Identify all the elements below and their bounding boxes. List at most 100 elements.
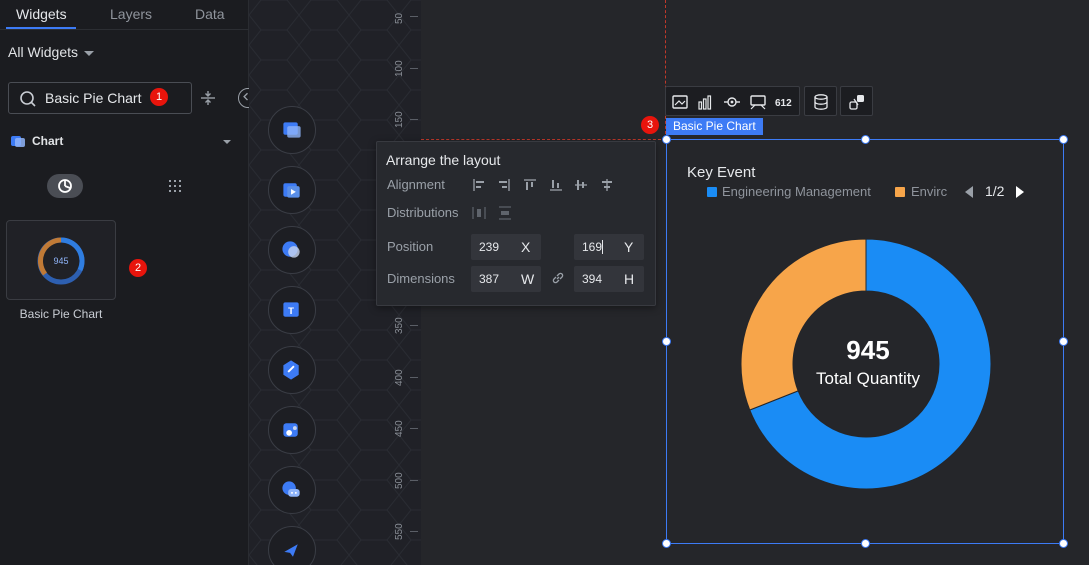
- category-chart[interactable]: Chart: [10, 133, 232, 151]
- pie-thumbnail: 945: [37, 237, 85, 285]
- ruler-label: 150: [394, 111, 405, 128]
- step-badge-1: 1: [150, 88, 168, 106]
- donut-center-value: 945: [846, 335, 890, 365]
- guide-line-horizontal: [421, 139, 666, 140]
- strip-widget-3[interactable]: [268, 226, 316, 274]
- distribute-horizontal-icon[interactable]: [472, 206, 486, 220]
- resize-handle-e[interactable]: [1059, 337, 1068, 346]
- pie-toggle-icon: [58, 179, 72, 193]
- ruler-label: 400: [394, 369, 405, 386]
- resize-handle-ne[interactable]: [1059, 135, 1068, 144]
- alignment-label: Alignment: [387, 177, 445, 192]
- width-unit: W: [521, 271, 535, 287]
- interaction-icon[interactable]: [848, 93, 866, 111]
- link-icon[interactable]: [551, 271, 565, 285]
- ruler-tick: [410, 428, 418, 429]
- align-center-icon[interactable]: [600, 178, 614, 192]
- strip-widget-6[interactable]: [268, 406, 316, 454]
- search-value: Basic Pie Chart: [45, 90, 142, 106]
- chat-widget-icon: [282, 481, 300, 497]
- align-top-icon[interactable]: [523, 178, 537, 192]
- data-toolbar: [804, 86, 837, 116]
- number-format-icon[interactable]: 612: [774, 93, 796, 111]
- widget-toolbar: 612: [665, 86, 800, 116]
- width-field[interactable]: 387 W: [471, 266, 541, 292]
- text-cursor: [602, 240, 603, 254]
- align-middle-icon[interactable]: [574, 178, 588, 192]
- database-icon[interactable]: [812, 93, 830, 111]
- svg-text:T: T: [288, 306, 294, 317]
- display-icon[interactable]: [749, 93, 767, 111]
- resize-handle-sw[interactable]: [662, 539, 671, 548]
- donut-slice-envirc[interactable]: [740, 238, 867, 411]
- legend-item-engineering[interactable]: Engineering Management: [722, 184, 871, 199]
- dimensions-label: Dimensions: [387, 271, 455, 286]
- widget-card-label: Basic Pie Chart: [19, 307, 103, 321]
- decoration-widget-icon: [283, 360, 299, 380]
- strip-widget-1[interactable]: [268, 106, 316, 154]
- align-bottom-icon[interactable]: [549, 178, 563, 192]
- strip-widget-7[interactable]: [268, 466, 316, 514]
- legend-swatch-envirc: [895, 187, 905, 197]
- ruler-label: 50: [394, 12, 405, 24]
- category-label: Chart: [32, 134, 64, 148]
- position-x-unit: X: [521, 239, 531, 255]
- donut-slice-engineering[interactable]: [749, 238, 992, 490]
- widget-name-tag: Basic Pie Chart: [666, 118, 763, 135]
- search-icon: [20, 91, 36, 107]
- step-badge-3: 3: [641, 116, 659, 134]
- legend-item-envirc[interactable]: Envirc: [911, 184, 948, 199]
- resize-handle-se[interactable]: [1059, 539, 1068, 548]
- ruler-tick: [410, 531, 418, 532]
- tab-widgets[interactable]: Widgets: [16, 6, 67, 22]
- position-label: Position: [387, 239, 434, 254]
- resize-handle-nw[interactable]: [662, 135, 671, 144]
- position-x-value: 239: [479, 240, 500, 254]
- screenshot-icon[interactable]: [671, 93, 689, 111]
- text-widget-icon: T: [283, 302, 299, 317]
- ruler-tick: [410, 325, 418, 326]
- widget-filter-dropdown[interactable]: All Widgets: [8, 44, 79, 60]
- thumb-value: 945: [53, 256, 68, 266]
- position-y-field[interactable]: 169 Y: [574, 234, 644, 260]
- ruler-tick: [410, 119, 418, 120]
- height-field[interactable]: 394 H: [574, 266, 644, 292]
- ruler-tick: [410, 377, 418, 378]
- filter-icon[interactable]: [199, 89, 217, 107]
- strip-widget-4[interactable]: T: [268, 286, 316, 334]
- strip-widget-5[interactable]: [268, 346, 316, 394]
- arrange-layout-panel: Arrange the layout Alignment Distributio…: [376, 141, 656, 306]
- position-x-field[interactable]: 239 X: [471, 234, 541, 260]
- prev-icon[interactable]: [963, 185, 975, 199]
- pie-view-toggle[interactable]: [47, 174, 83, 198]
- align-right-icon[interactable]: [497, 178, 511, 192]
- widget-card-basic-pie[interactable]: 945: [6, 220, 116, 300]
- grid-icon[interactable]: [167, 178, 183, 194]
- ruler-tick: [410, 480, 418, 481]
- navigation-widget-icon: [284, 544, 298, 557]
- tab-layers[interactable]: Layers: [110, 6, 153, 22]
- align-left-icon[interactable]: [472, 178, 486, 192]
- ruler-label: 350: [394, 317, 405, 334]
- bar-chart-icon[interactable]: [697, 93, 715, 111]
- resize-handle-w[interactable]: [662, 337, 671, 346]
- distribute-vertical-icon[interactable]: [498, 206, 512, 220]
- resize-handle-s[interactable]: [861, 539, 870, 548]
- tab-data[interactable]: Data: [195, 6, 225, 22]
- strip-widget-8[interactable]: [268, 526, 316, 565]
- ruler-label: 450: [394, 420, 405, 437]
- height-value: 394: [582, 272, 603, 286]
- next-icon[interactable]: [1014, 185, 1026, 199]
- media-widget-icon: [283, 183, 300, 198]
- arrange-title: Arrange the layout: [386, 152, 501, 168]
- resize-handle-n[interactable]: [861, 135, 870, 144]
- ruler-label: 550: [394, 523, 405, 540]
- position-y-unit: Y: [624, 239, 634, 255]
- eye-icon[interactable]: [723, 93, 741, 111]
- svg-text:612: 612: [775, 98, 792, 109]
- donut-center-label: Total Quantity: [816, 369, 920, 388]
- distributions-label: Distributions: [387, 205, 459, 220]
- widgets-panel: Widgets Layers Data All Widgets Basic Pi…: [0, 0, 249, 565]
- strip-widget-2[interactable]: [268, 166, 316, 214]
